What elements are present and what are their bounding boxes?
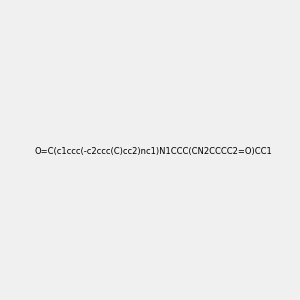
- Text: O=C(c1ccc(-c2ccc(C)cc2)nc1)N1CCC(CN2CCCC2=O)CC1: O=C(c1ccc(-c2ccc(C)cc2)nc1)N1CCC(CN2CCCC…: [35, 147, 273, 156]
